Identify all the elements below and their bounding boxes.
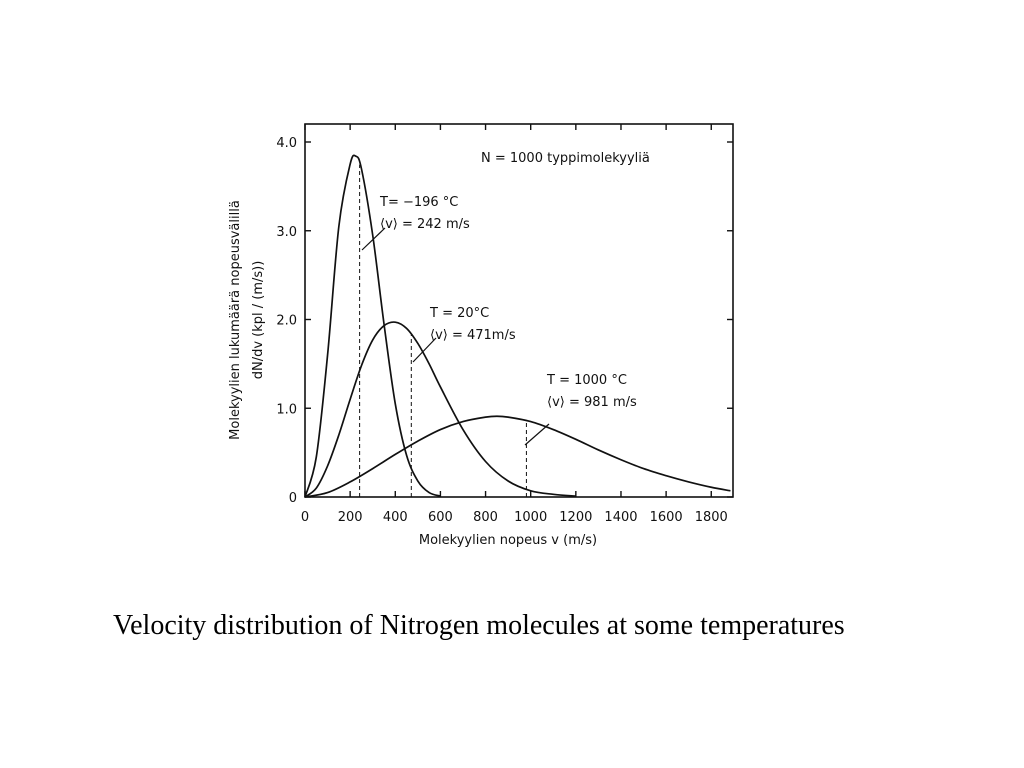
series-annotations: T= −196 °C ⟨v⟩ = 242 m/s T = 20°C ⟨v⟩ = 471… — [361, 195, 637, 446]
series-line — [304, 321, 576, 498]
series-annotation: ⟨v⟩ = 242 m/s — [380, 217, 470, 232]
series-annotation: ⟨v⟩ = 471m/s — [430, 328, 516, 343]
x-tick-label: 400 — [383, 510, 408, 525]
y-tick-label: 1.0 — [276, 402, 297, 417]
x-tick-label: 200 — [338, 510, 363, 525]
annotation-leader-line — [524, 423, 550, 446]
series-annotation: T = 20°C — [429, 306, 489, 321]
series-line — [304, 154, 441, 498]
x-tick-label: 1000 — [514, 510, 547, 525]
y-tick-label: 4.0 — [276, 136, 297, 151]
x-tick-label: 1800 — [695, 510, 728, 525]
x-tick-label: 1600 — [650, 510, 683, 525]
x-tick-label: 1400 — [604, 510, 637, 525]
x-tick-label: 1200 — [559, 510, 592, 525]
x-axis-title: Molekyylien nopeus v (m/s) — [419, 533, 597, 548]
annotation-leader-line — [361, 227, 386, 251]
chart-title: N = 1000 typpimolekyyliä — [481, 151, 650, 166]
y-tick-label: 2.0 — [276, 314, 297, 329]
figure-caption: Velocity distribution of Nitrogen molecu… — [113, 610, 845, 641]
x-axis-ticks: 0 200 400 600 800 1000 1200 1400 1600 1800 — [301, 124, 728, 525]
annotation-leader-line — [412, 337, 437, 363]
y-axis-ticks: 0 1.0 2.0 3.0 4.0 — [276, 136, 733, 506]
x-tick-label: 600 — [428, 510, 453, 525]
plot-frame — [304, 123, 734, 498]
x-tick-label: 0 — [301, 510, 309, 525]
y-tick-label: 0 — [289, 491, 297, 506]
series-annotation: ⟨v⟩ = 981 m/s — [547, 395, 637, 410]
series-line — [304, 415, 731, 498]
y-axis-title-line-2: dN/dv (kpl / (m/s)) — [251, 261, 266, 380]
series-annotation: T = 1000 °C — [546, 373, 627, 388]
y-axis-title-line-1: Molekyylien lukumäärä nopeusvälillä — [228, 200, 243, 440]
x-tick-label: 800 — [473, 510, 498, 525]
y-tick-label: 3.0 — [276, 225, 297, 240]
series-annotation: T= −196 °C — [379, 195, 458, 210]
series-lines — [304, 154, 731, 498]
